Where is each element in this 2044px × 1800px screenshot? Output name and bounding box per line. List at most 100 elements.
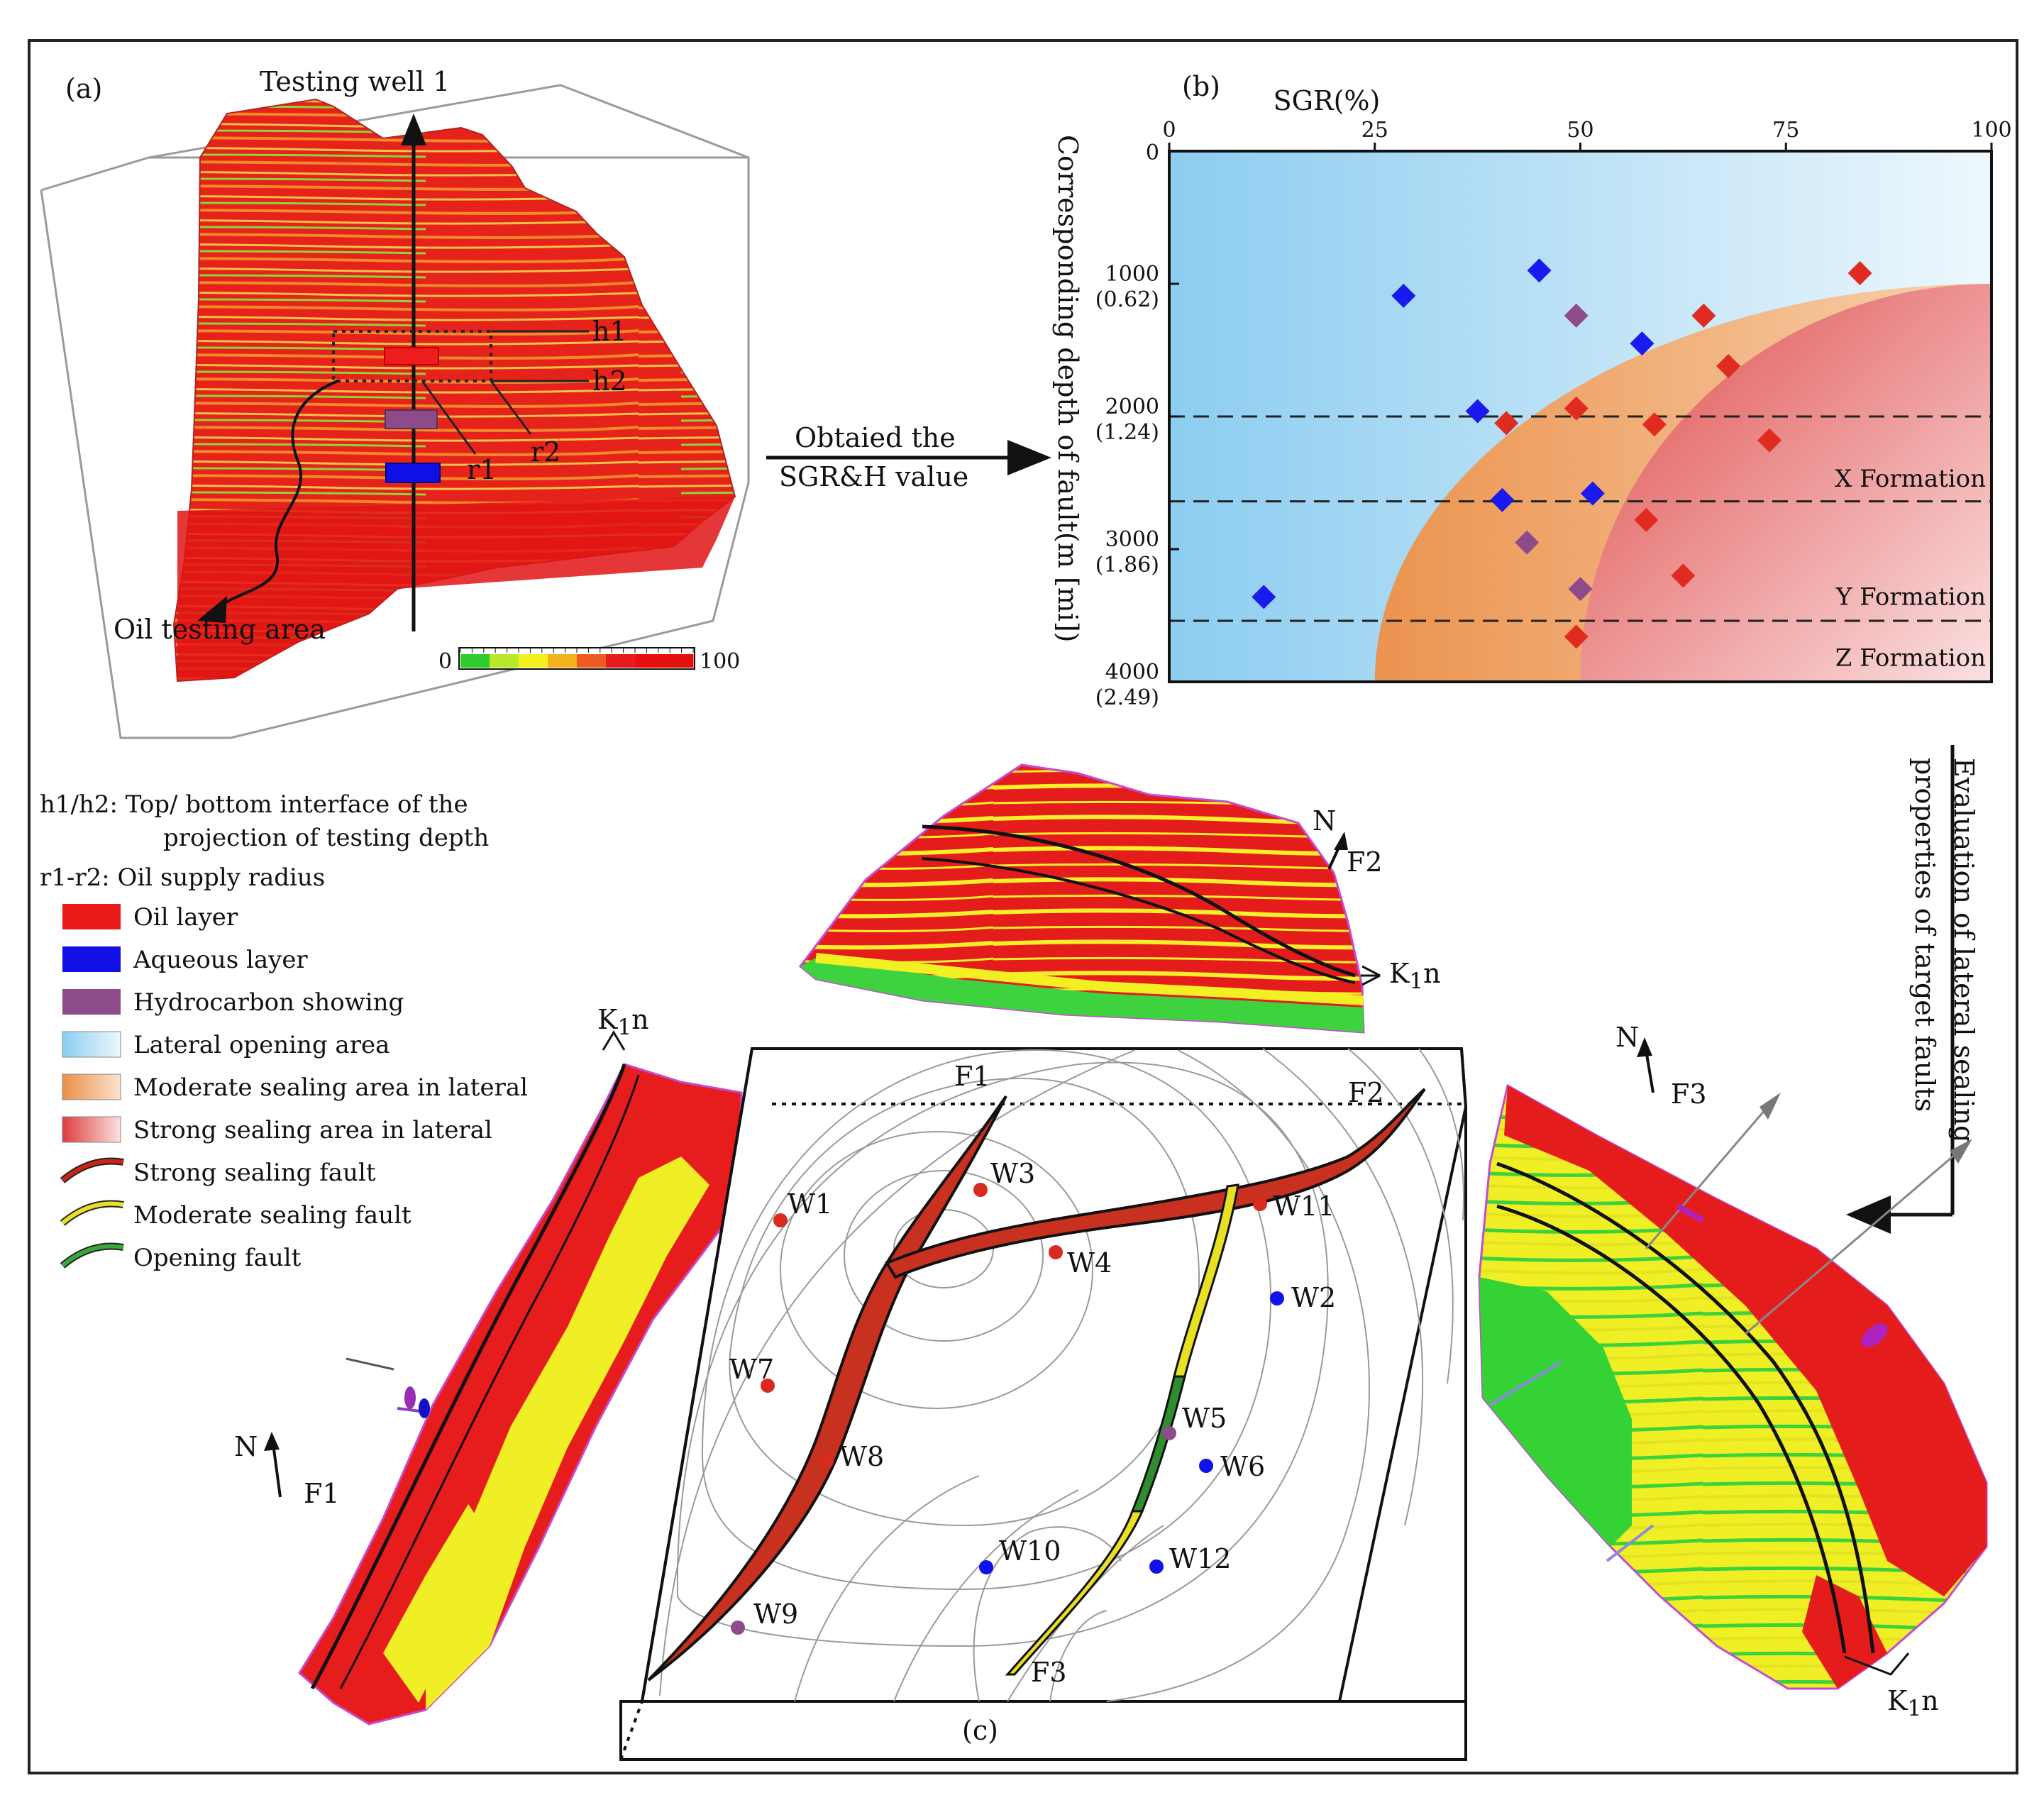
well-marker xyxy=(1162,1426,1176,1440)
well-marker xyxy=(1199,1459,1213,1473)
well-marker xyxy=(1049,1245,1063,1259)
data-point xyxy=(1564,303,1589,328)
well-marker xyxy=(1149,1559,1164,1574)
y-tick-label: 2000 xyxy=(1105,394,1159,419)
colorbar-max: 100 xyxy=(700,649,740,674)
r2-label: r2 xyxy=(531,436,560,468)
colorbar-cell xyxy=(635,654,665,668)
legend-swatch xyxy=(62,1116,121,1143)
data-point xyxy=(1252,585,1276,609)
h2-label: h2 xyxy=(592,365,627,397)
legend-item-label: Moderate sealing area in lateral xyxy=(133,1073,528,1102)
arrow-right-icon xyxy=(1007,440,1051,475)
x-tick-label: 100 xyxy=(1971,118,2011,143)
legend-item-label: Strong sealing area in lateral xyxy=(133,1116,492,1144)
panel-c-label: (c) xyxy=(962,1715,998,1746)
data-point xyxy=(1564,624,1589,649)
block-diagram: F1 F2 F3 (c) W1 W2 W3 W4 W5 W6 W7 W8 W9 W10 W11 W12 xyxy=(619,1047,1468,1761)
data-point xyxy=(1527,258,1552,283)
legend-fault-swatch-color xyxy=(61,1244,124,1268)
f1-fault-surface: N F1 K1n xyxy=(234,1004,743,1726)
r2-leader xyxy=(490,380,532,435)
well-marker xyxy=(973,1183,988,1197)
well-label: W4 xyxy=(1067,1247,1112,1279)
well-marker xyxy=(979,1560,993,1574)
well-arrow-icon xyxy=(401,114,426,145)
panel-c: K1n N F2 N F1 K1n xyxy=(234,763,1988,1761)
block-f1-label: F1 xyxy=(954,1061,990,1092)
colorbar-cell xyxy=(548,654,578,668)
y-tick-label: 0 xyxy=(1146,140,1159,165)
data-point xyxy=(1580,481,1605,506)
h1-label: h1 xyxy=(592,316,627,347)
well-label: W1 xyxy=(788,1188,832,1220)
y-tick-label: 1000 xyxy=(1105,262,1159,287)
legend-fault-swatch-color xyxy=(61,1201,124,1225)
testing-well-label: Testing well 1 xyxy=(260,66,450,97)
f3-horizon-label: K1n xyxy=(1887,1685,1939,1721)
well-marker xyxy=(819,1454,834,1469)
well-label: W7 xyxy=(729,1354,774,1385)
x-tick-label: 0 xyxy=(1162,118,1176,143)
f1-fault-label: F1 xyxy=(304,1478,340,1509)
y-tick-sublabel: (2.49) xyxy=(1095,685,1159,710)
fault-f3-trace-yellow-bottom xyxy=(1005,1510,1144,1676)
formation-label: X Formation xyxy=(1835,465,1986,493)
legend-item-label: Opening fault xyxy=(133,1244,302,1272)
data-point xyxy=(1630,331,1654,356)
data-point xyxy=(1465,399,1490,424)
well-marker xyxy=(773,1213,788,1227)
arrow-a-to-b: Obtaied the SGR&H value xyxy=(766,422,1051,492)
arrow-c-to-b: Evaluation of lateral sealing properties… xyxy=(1846,745,1979,1234)
legend-item-label: Lateral opening area xyxy=(133,1031,390,1059)
fault-surface-lower xyxy=(177,497,735,681)
y-tick-label: 4000 xyxy=(1105,660,1159,685)
colorbar-cell xyxy=(519,654,548,668)
x-tick-label: 75 xyxy=(1772,118,1799,143)
f2-horizon-label: K1n xyxy=(1389,958,1441,994)
f3-north-arrow-icon xyxy=(1637,1037,1652,1057)
f2-fault-surface: K1n N F2 xyxy=(798,763,1441,1034)
block-f2-label: F2 xyxy=(1348,1077,1384,1108)
f3-fault-label: F3 xyxy=(1671,1078,1707,1110)
colorbar-cell xyxy=(606,654,636,668)
aqueous-marker xyxy=(385,463,441,483)
legend-fault-swatch-color xyxy=(61,1159,124,1183)
legend-item-label: Hydrocarbon showing xyxy=(133,988,404,1017)
legend-item-label: Oil layer xyxy=(133,903,238,932)
arrow-ab-line1: Obtaied the xyxy=(795,422,956,453)
well-label: W9 xyxy=(753,1599,798,1630)
colorbar-cell xyxy=(490,654,519,668)
colorbar: 0 100 xyxy=(438,647,740,674)
data-point xyxy=(1494,411,1519,436)
f2-north-arrow-icon xyxy=(1334,832,1348,850)
well-label: W6 xyxy=(1220,1451,1265,1482)
well-label: W2 xyxy=(1291,1282,1336,1313)
legend-swatch xyxy=(62,904,121,929)
x-tick-label: 50 xyxy=(1567,118,1593,143)
data-point xyxy=(1634,507,1659,532)
data-point xyxy=(1515,530,1540,555)
f1-horizon-label: K1n xyxy=(597,1004,649,1040)
data-point xyxy=(1642,412,1667,437)
arrow-cb-line1: Evaluation of lateral sealing xyxy=(1948,758,1979,1142)
well-label: W10 xyxy=(999,1535,1061,1567)
data-point xyxy=(1691,303,1716,328)
oil-testing-area-label: Oil testing area xyxy=(114,614,326,645)
panel-b: (b) SGR(%) X Formation Y Formation Z Forma… xyxy=(1052,71,2012,710)
colorbar-cell xyxy=(577,654,607,668)
f2-north-label: N xyxy=(1313,805,1336,836)
data-point xyxy=(1564,396,1589,421)
panel-a: (a) Testing well 1 h1 h2 r1 r2 xyxy=(40,66,750,739)
well-marker xyxy=(761,1379,775,1393)
f1-north-label: N xyxy=(234,1431,258,1462)
well-label: W12 xyxy=(1169,1543,1231,1574)
oil-layer-marker xyxy=(384,347,439,365)
r1-leader xyxy=(421,380,477,455)
block-f3-label: F3 xyxy=(1031,1657,1067,1688)
legend-item-label: Aqueous layer xyxy=(133,946,308,974)
panel-a-label: (a) xyxy=(65,73,102,104)
arrow-ab-line2: SGR&H value xyxy=(779,461,968,492)
x-tick-label: 25 xyxy=(1361,118,1388,143)
